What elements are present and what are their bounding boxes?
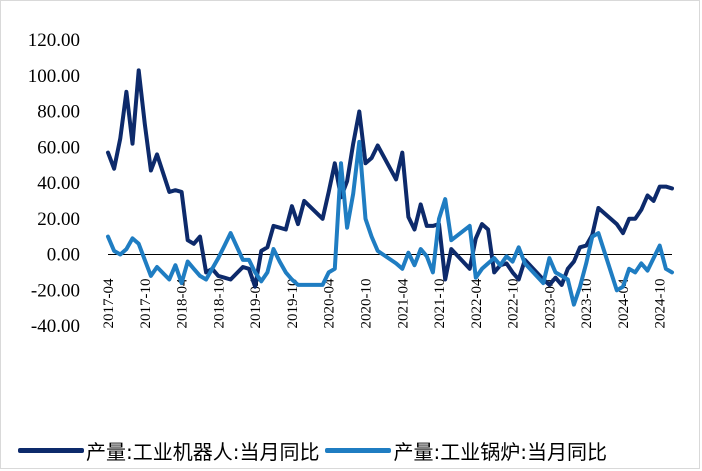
legend-label-robots: 产量:工业机器人:当月同比 bbox=[86, 439, 320, 464]
y-tick-label: 40.00 bbox=[37, 173, 80, 194]
y-tick-label: 120.00 bbox=[28, 30, 80, 51]
y-tick-label: -20.00 bbox=[31, 280, 80, 301]
x-tick-label: 2022-10 bbox=[506, 279, 522, 329]
series-lines bbox=[106, 68, 674, 307]
legend-item-robots: 产量:工业机器人:当月同比 bbox=[18, 436, 319, 465]
x-tick-label: 2020-10 bbox=[359, 279, 375, 329]
x-tick-label: 2021-10 bbox=[432, 279, 448, 329]
y-tick-label: -40.00 bbox=[31, 316, 80, 337]
legend-label-boilers: 产量:工业锅炉:当月同比 bbox=[393, 439, 607, 464]
legend-swatch-robots bbox=[18, 447, 84, 453]
x-tick-label: 2019-10 bbox=[285, 279, 301, 329]
x-tick-label: 2018-10 bbox=[211, 279, 227, 329]
y-tick-label: 0.00 bbox=[47, 245, 80, 266]
x-tick-label: 2018-04 bbox=[175, 278, 191, 328]
y-axis-tick-labels: 120.00 100.00 80.00 60.00 40.00 20.00 0.00 -20.… bbox=[28, 30, 80, 337]
y-tick-label: 100.00 bbox=[28, 66, 80, 87]
y-tick-label: 60.00 bbox=[37, 137, 80, 158]
x-tick-label: 2024-10 bbox=[653, 279, 669, 329]
y-tick-label: 80.00 bbox=[37, 102, 80, 123]
x-tick-label: 2020-04 bbox=[322, 278, 338, 328]
x-tick-label: 2023-04 bbox=[542, 278, 558, 328]
x-tick-label: 2017-04 bbox=[101, 278, 117, 328]
legend: 产量:工业机器人:当月同比 产量:工业锅炉:当月同比 bbox=[18, 432, 702, 468]
x-tick-label: 2022-04 bbox=[469, 278, 485, 328]
x-axis-tick-labels: 2017-04 2017-10 2018-04 2018-10 2019-04 2019-… bbox=[101, 278, 669, 328]
series-line-boilers bbox=[106, 139, 674, 307]
x-tick-label: 2021-04 bbox=[395, 278, 411, 328]
y-tick-label: 20.00 bbox=[37, 209, 80, 230]
legend-item-boilers: 产量:工业锅炉:当月同比 bbox=[325, 436, 607, 465]
x-tick-label: 2023-10 bbox=[579, 279, 595, 329]
legend-swatch-boilers bbox=[325, 447, 392, 453]
line-chart: 120.00 100.00 80.00 60.00 40.00 20.00 0.00 -20.… bbox=[28, 30, 674, 337]
x-tick-label: 2019-04 bbox=[248, 278, 264, 328]
x-tick-label: 2017-10 bbox=[138, 279, 154, 329]
series-line-robots bbox=[106, 68, 674, 289]
